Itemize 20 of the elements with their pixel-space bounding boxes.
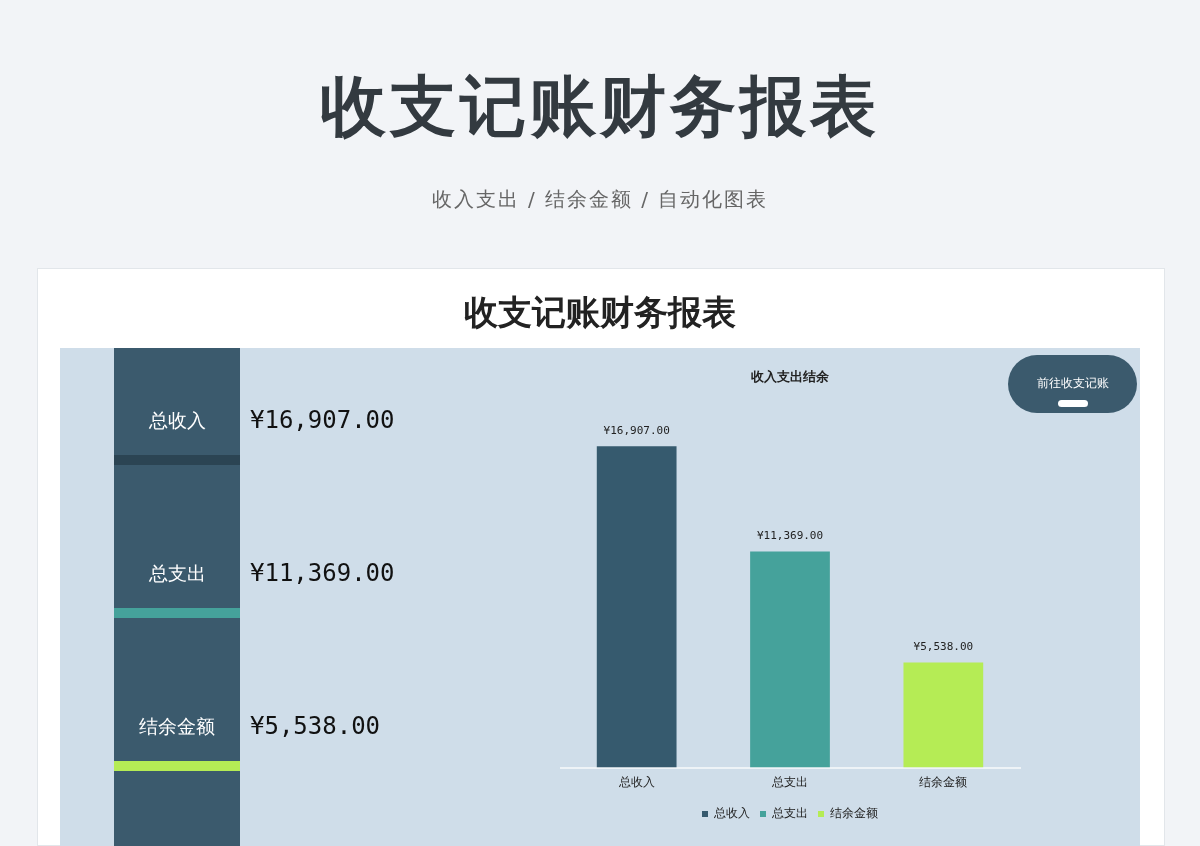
legend-label: 结余金额: [830, 806, 878, 821]
text: ¥16,907.00: [250, 406, 395, 434]
legend-label: 总收入: [713, 806, 750, 821]
text: 结余金额: [138, 714, 216, 739]
text: 前往收支记账: [1035, 375, 1110, 392]
data-label: ¥11,369.00: [756, 528, 824, 542]
data-label: ¥5,538.00: [913, 639, 974, 653]
x-tick-label: 总收入: [617, 775, 655, 790]
text: 总支出: [147, 561, 207, 586]
data-label: ¥16,907.00: [603, 423, 670, 437]
text: 收支记账财务报表: [319, 67, 881, 147]
text: 总收入: [147, 408, 207, 433]
text: 收支记账财务报表: [463, 291, 737, 334]
text: ¥5,538.00: [250, 712, 381, 740]
chart-title: 收入支出结余: [751, 369, 830, 385]
text: ¥11,369.00: [250, 559, 395, 587]
x-tick-label: 总支出: [771, 775, 808, 790]
legend-label: 总支出: [771, 806, 808, 821]
text: 收入支出 / 结余金额 / 自动化图表: [430, 186, 770, 213]
x-tick-label: 结余金额: [919, 775, 968, 790]
